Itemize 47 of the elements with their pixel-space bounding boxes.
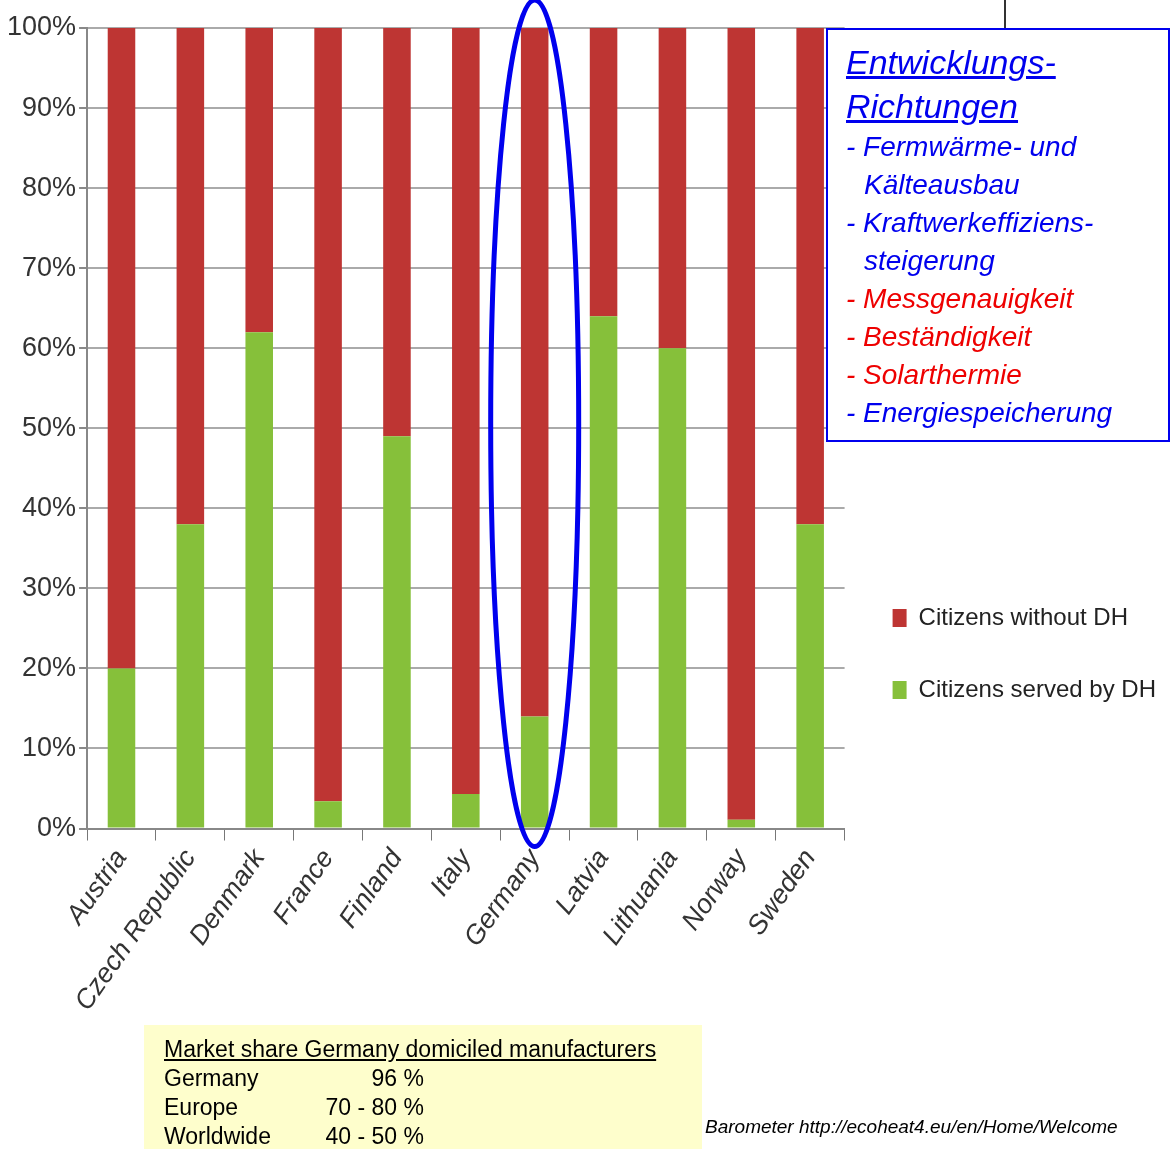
y-tick-label: 70% bbox=[22, 251, 77, 282]
bar bbox=[176, 524, 205, 828]
bar bbox=[452, 794, 480, 828]
y-tick-label: 30% bbox=[22, 571, 77, 602]
text: - Kraftwerkeffiziens-steigerung bbox=[846, 206, 1095, 278]
bar bbox=[658, 28, 687, 349]
text: - Fermwärme- und Kälteausbau bbox=[846, 130, 1078, 202]
y-tick-label: 20% bbox=[22, 651, 77, 682]
legend-label: Citizens served by DH bbox=[918, 674, 1157, 702]
bar bbox=[107, 668, 136, 828]
bar bbox=[245, 332, 273, 828]
text: Germany 96 % bbox=[164, 1065, 424, 1091]
text: - Beständigkeit bbox=[846, 320, 1033, 354]
y-tick-label: 100% bbox=[6, 11, 77, 42]
bar bbox=[589, 28, 618, 317]
y-tick-label: 90% bbox=[22, 91, 77, 122]
text: - Messgenauigkeit bbox=[846, 282, 1075, 316]
y-tick-label: 40% bbox=[22, 491, 77, 522]
text: - Solarthermie bbox=[846, 358, 1023, 392]
text: Entwicklungs-Richtungen bbox=[846, 42, 1057, 127]
legend-label: Citizens without DH bbox=[918, 602, 1128, 630]
bar bbox=[520, 28, 549, 717]
y-tick-label: 0% bbox=[37, 811, 77, 842]
bar bbox=[314, 28, 342, 802]
bar bbox=[245, 28, 273, 333]
bar bbox=[452, 28, 480, 795]
text: Market share Germany domiciled manufacturers bbox=[164, 1035, 658, 1064]
text: Worldwide 40 - 50 % bbox=[164, 1123, 424, 1149]
bar bbox=[796, 524, 824, 828]
y-tick-label: 80% bbox=[22, 171, 77, 202]
bar bbox=[383, 28, 411, 437]
text: - Energiespeicherung bbox=[846, 396, 1114, 430]
bar bbox=[796, 28, 824, 525]
text: Europe 70 - 80 % bbox=[164, 1094, 424, 1120]
bar bbox=[520, 716, 549, 828]
text: Barometer http://ecoheat4.eu/en/Home/Welcome bbox=[705, 1116, 1118, 1138]
y-tick-label: 10% bbox=[22, 731, 77, 762]
bar bbox=[727, 28, 756, 820]
y-tick-label: 50% bbox=[22, 411, 77, 442]
bar bbox=[176, 28, 205, 525]
y-tick-label: 60% bbox=[22, 331, 77, 362]
bar bbox=[383, 436, 411, 828]
bar bbox=[314, 801, 342, 828]
bar bbox=[727, 819, 756, 828]
bar bbox=[107, 28, 136, 669]
bar bbox=[589, 316, 618, 828]
bar bbox=[658, 348, 687, 828]
